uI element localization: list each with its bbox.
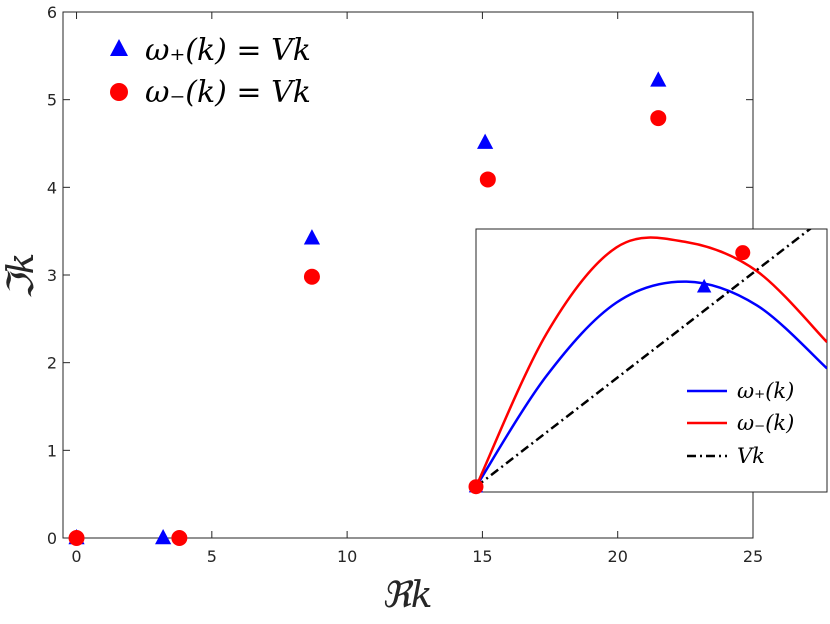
y-tick-label: 0 [47, 529, 57, 548]
circle-point [171, 530, 188, 546]
circle-point [479, 171, 496, 188]
inset-circle-point [468, 479, 484, 495]
x-tick-label: 15 [472, 547, 492, 566]
y-tick-label: 1 [47, 441, 57, 460]
vk-line [476, 229, 813, 488]
inset-plot: ω₊(k) ω₋(k) Vk [468, 228, 828, 495]
circle-point [68, 530, 85, 546]
inset-frame [475, 228, 828, 493]
inset-triangle-point [696, 278, 712, 293]
circle-point [303, 268, 320, 285]
legend-triangle-marker [110, 39, 128, 56]
inset-legend-label: ω₋(k) [737, 411, 794, 435]
x-tick-label: 25 [743, 547, 763, 566]
triangle-point [155, 529, 172, 545]
legend-label: ω₊(k) = Vk [145, 33, 311, 68]
inset-curves [476, 229, 827, 488]
inset-legend-label: ω₊(k) [737, 379, 794, 403]
y-tick-label: 5 [47, 91, 57, 110]
omega-plus-curve [476, 280, 827, 488]
triangle-point [477, 133, 494, 149]
x-tick-label: 20 [608, 547, 628, 566]
y-tick-label: 4 [47, 178, 57, 197]
x-tick-label: 0 [71, 547, 81, 566]
x-tick-label: 10 [337, 547, 357, 566]
legend-label: ω₋(k) = Vk [145, 75, 311, 110]
y-tick-label: 2 [47, 354, 57, 373]
triangle-point [303, 229, 321, 245]
legend-circle-marker [110, 83, 128, 101]
y-tick-label: 3 [47, 266, 57, 285]
circle-point [650, 110, 667, 127]
inset-legend-label: Vk [737, 444, 765, 468]
triangle-point [650, 71, 667, 87]
x-axis-label: ℜk [381, 575, 432, 616]
y-tick-label: 6 [47, 3, 57, 22]
inset-circle-point [735, 245, 751, 261]
y-axis-label: ℑk [1, 253, 42, 300]
omega-minus-curve [476, 236, 827, 488]
x-tick-label: 5 [207, 547, 217, 566]
